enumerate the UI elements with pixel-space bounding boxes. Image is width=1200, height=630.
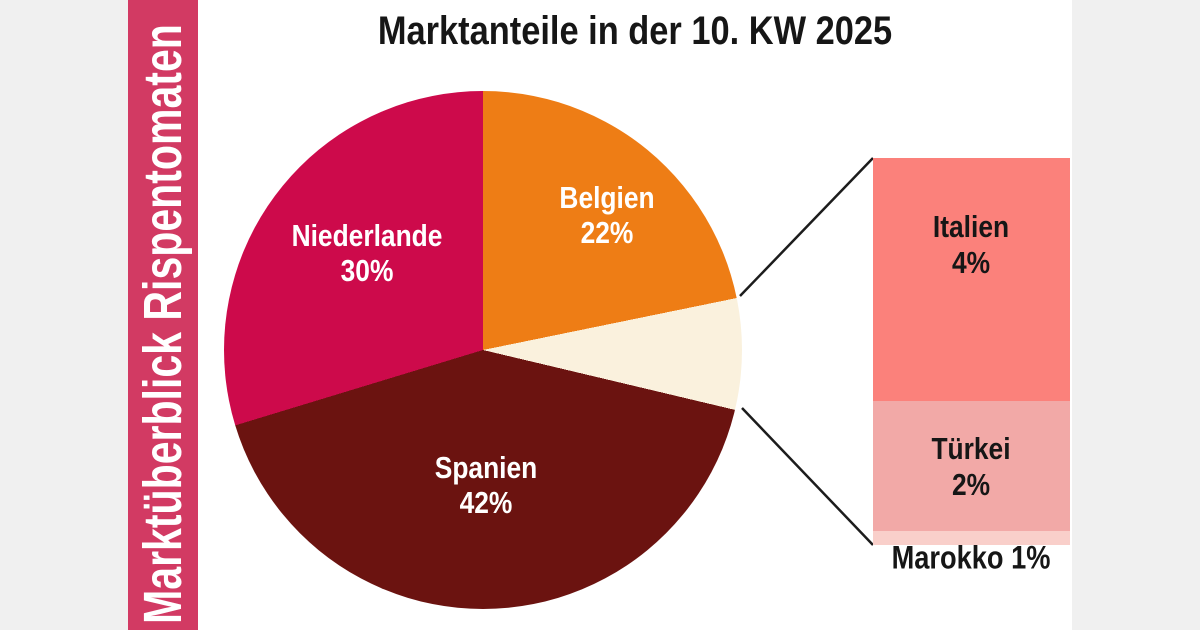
sidebar-title-text: Marktüberblick Rispentomaten [133, 24, 193, 624]
bar-label-tuerkei: Türkei 2% [931, 431, 1010, 503]
pie-label-belgien-name: Belgien [559, 180, 655, 215]
pie-label-niederlande: Niederlande 30% [292, 218, 443, 288]
pie-label-spanien-name: Spanien [434, 450, 538, 485]
bar-label-italien-name: Italien [932, 209, 1010, 244]
chart-title-text: Marktanteile in der 10. KW 2025 [377, 9, 893, 53]
pie-label-belgien: Belgien 22% [559, 180, 654, 250]
bar-segment-marokko [873, 531, 1070, 545]
pie-label-spanien-pct: 42% [459, 485, 513, 520]
bar-segment-italien [873, 158, 1070, 401]
bar-label-marokko-name: Marokko [891, 539, 1004, 576]
pie-label-niederlande-pct: 30% [340, 253, 394, 288]
bar-label-italien-pct: 4% [951, 245, 991, 280]
pie-label-spanien: Spanien 42% [435, 450, 538, 520]
bar-label-italien: Italien 4% [933, 209, 1009, 281]
bar-label-tuerkei-pct: 2% [951, 467, 991, 502]
pie-label-niederlande-name: Niederlande [291, 218, 443, 253]
bar-label-marokko-pct: 1% [1011, 539, 1051, 576]
sidebar-title: Marktüberblick Rispentomaten [128, 0, 198, 630]
bar-segment-tuerkei [873, 401, 1070, 531]
pie-chart [224, 91, 742, 609]
bar-label-tuerkei-name: Türkei [931, 431, 1011, 466]
sidebar-band [128, 0, 198, 630]
pie-label-belgien-pct: 22% [580, 215, 634, 250]
bar-label-marokko: Marokko 1% [892, 540, 1051, 577]
breakout-bar [873, 158, 1070, 545]
chart-title: Marktanteile in der 10. KW 2025 [198, 10, 1072, 54]
